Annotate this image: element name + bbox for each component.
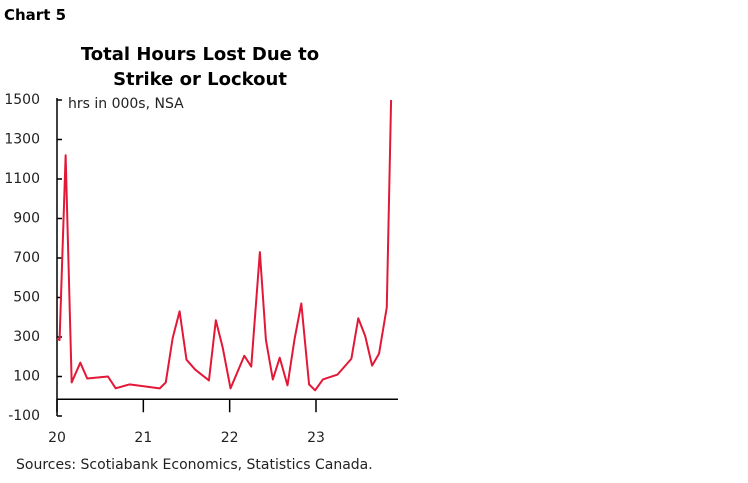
chart-title: Total Hours Lost Due to Strike or Lockou… (80, 44, 320, 90)
y-tick-label: 1100 (4, 171, 40, 187)
y-tick-label: 1300 (4, 132, 40, 148)
y-tick-label: -100 (8, 408, 40, 424)
x-tick-label: 21 (134, 430, 152, 446)
x-tick-label: 22 (221, 430, 239, 446)
x-tick-label: 23 (307, 430, 325, 446)
y-tick-label: 300 (13, 329, 40, 345)
y-tick-label: 900 (13, 211, 40, 227)
y-tick-label: 1500 (4, 92, 40, 108)
data-line (56, 99, 393, 392)
y-tick-label: 500 (13, 290, 40, 306)
y-tick-label: 100 (13, 369, 40, 385)
subtitle: hrs in 000s, NSA (68, 96, 184, 112)
x-tick-label: 20 (48, 430, 66, 446)
chart-header: Chart 5 (4, 6, 67, 24)
source-note: Sources: Scotiabank Economics, Statistic… (16, 457, 373, 473)
y-tick-label: 700 (13, 250, 40, 266)
